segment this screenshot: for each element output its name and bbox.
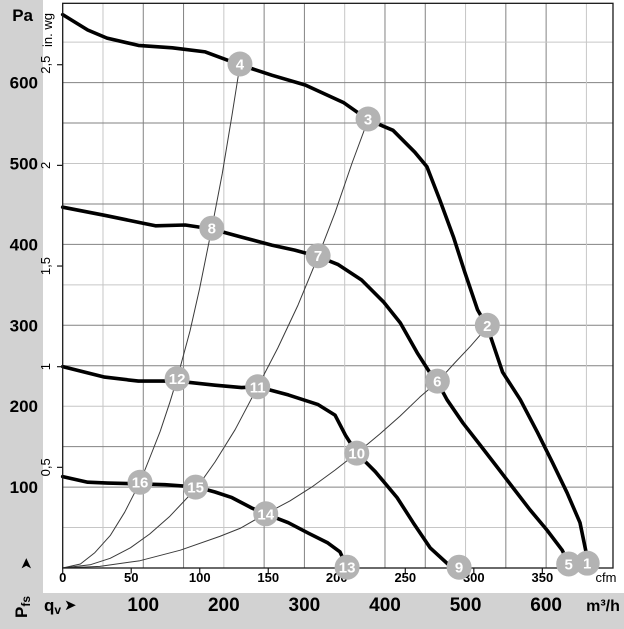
operating-point-circle: [355, 106, 381, 132]
fan-curve-4: [60, 474, 349, 569]
cfm-tick-label: 100: [189, 570, 211, 585]
operating-point-circle: [227, 51, 253, 77]
flow-unit-si-label: m³/h: [586, 598, 620, 615]
pressure-axis-arrow-icon: ➤: [18, 557, 35, 570]
m3h-tick-label: 500: [450, 595, 482, 616]
cfm-tick-label: 150: [257, 570, 279, 585]
pa-tick-label: 600: [10, 74, 38, 93]
operating-point-circle: [127, 469, 153, 495]
operating-point-number: 11: [250, 379, 266, 396]
operating-point-circle: [424, 368, 450, 394]
operating-point-circle: [334, 554, 360, 580]
operating-point-14: 14: [253, 501, 279, 527]
pressure-symbol-base: P: [12, 607, 31, 618]
flow-axis-arrow-icon: ➤: [64, 597, 77, 614]
m3h-tick-label: 300: [289, 595, 321, 616]
pressure-unit-si-label: Pa: [12, 6, 33, 25]
m3h-tick-label: 100: [127, 595, 159, 616]
operating-point-circle: [574, 550, 600, 576]
operating-point-number: 5: [565, 556, 573, 573]
inwg-tick-label: 1,5: [38, 257, 53, 275]
operating-point-5: 5: [556, 551, 582, 577]
operating-point-circle: [344, 440, 370, 466]
m3h-tick-label: 600: [530, 595, 562, 616]
system-curve-2: [62, 119, 369, 569]
axis-tick-labels: 100 200 300 400 500 600 0,5 1 1,5 2 2,5 0 50 100 150 20…: [10, 56, 562, 616]
operating-point-number: 12: [169, 371, 186, 388]
inwg-tick-label: 1: [38, 363, 53, 370]
flow-symbol-base: q: [44, 596, 54, 615]
operating-point-number: 9: [455, 560, 463, 577]
operating-point-6: 6: [424, 368, 450, 394]
pressure-symbol-subscript: fs: [19, 596, 33, 607]
operating-point-2: 2: [474, 312, 500, 338]
flow-symbol-subscript: v: [54, 603, 61, 617]
pa-tick-label: 200: [10, 397, 38, 416]
gridlines: [62, 3, 613, 568]
inwg-tick-label: 2: [38, 162, 53, 169]
operating-point-number: 1: [583, 556, 591, 573]
cfm-tick-label: 0: [59, 570, 66, 585]
fan-curve-1: [60, 12, 590, 564]
operating-point-number: 2: [483, 318, 491, 335]
operating-point-circle: [474, 312, 500, 338]
operating-point-12: 12: [164, 366, 190, 392]
operating-point-circle: [446, 554, 472, 580]
pa-tick-label: 100: [10, 478, 38, 497]
operating-point-10: 10: [344, 440, 370, 466]
operating-point-circle: [183, 474, 209, 500]
operating-point-circle: [199, 215, 225, 241]
operating-point-circle: [253, 501, 279, 527]
operating-point-number: 8: [208, 221, 216, 238]
pa-tick-label: 500: [10, 155, 38, 174]
operating-point-1: 1: [574, 550, 600, 576]
operating-point-8: 8: [199, 215, 225, 241]
operating-point-circle: [556, 551, 582, 577]
operating-point-circle: [164, 366, 190, 392]
pressure-axis-symbol: Pfs: [12, 596, 33, 618]
inwg-tick-label: 0,5: [38, 458, 53, 476]
pressure-unit-imperial-label: in. wg: [40, 13, 55, 47]
operating-point-number: 15: [187, 480, 204, 497]
operating-point-number: 6: [433, 374, 441, 391]
operating-point-4: 4: [227, 51, 253, 77]
operating-point-9: 9: [446, 554, 472, 580]
operating-point-3: 3: [355, 106, 381, 132]
flow-unit-imperial-label: cfm: [596, 570, 617, 585]
operating-point-13: 13: [334, 554, 360, 580]
m3h-tick-label: 200: [208, 595, 240, 616]
operating-point-15: 15: [183, 474, 209, 500]
operating-point-circle: [245, 374, 271, 400]
operating-point-16: 16: [127, 469, 153, 495]
operating-point-11: 11: [245, 374, 271, 400]
inwg-tick-label: 2,5: [38, 56, 53, 74]
operating-point-number: 16: [132, 475, 149, 492]
cfm-tick-label: 50: [124, 570, 138, 585]
operating-point-7: 7: [305, 243, 331, 269]
cfm-tick-label: 250: [394, 570, 416, 585]
operating-point-number: 14: [257, 506, 274, 523]
operating-point-circle: [305, 243, 331, 269]
operating-point-number: 13: [339, 560, 356, 577]
pa-tick-label: 300: [10, 316, 38, 335]
operating-point-number: 10: [348, 446, 365, 463]
m3h-tick-label: 400: [369, 595, 401, 616]
flow-axis-symbol: qv: [44, 596, 61, 617]
chart-white-background: [43, 0, 624, 593]
operating-point-number: 7: [314, 248, 322, 265]
pa-tick-label: 400: [10, 235, 38, 254]
cfm-tick-label: 350: [531, 570, 553, 585]
fan-curves: [60, 12, 590, 569]
fan-curve-2: [60, 205, 571, 566]
operating-point-number: 3: [364, 112, 372, 129]
operating-point-number: 4: [236, 56, 245, 73]
system-curve-1: [62, 64, 241, 569]
